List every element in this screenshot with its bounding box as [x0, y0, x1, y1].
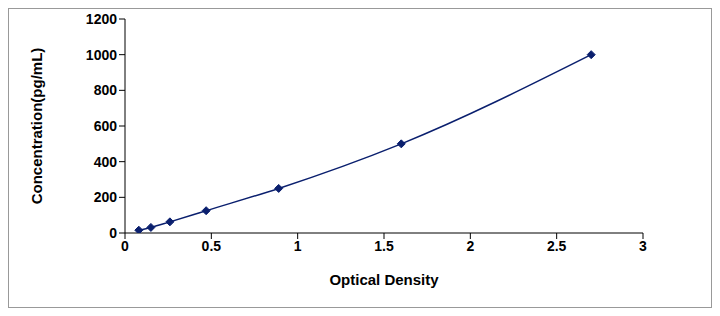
svg-text:0.5: 0.5 — [202, 238, 222, 254]
svg-text:Optical Density: Optical Density — [329, 271, 439, 288]
svg-text:1000: 1000 — [86, 47, 117, 63]
svg-text:1: 1 — [294, 238, 302, 254]
svg-text:800: 800 — [94, 82, 118, 98]
svg-text:2.5: 2.5 — [547, 238, 567, 254]
svg-text:400: 400 — [94, 154, 118, 170]
svg-text:2: 2 — [466, 238, 474, 254]
svg-text:0: 0 — [121, 238, 129, 254]
svg-text:600: 600 — [94, 118, 118, 134]
svg-text:200: 200 — [94, 189, 118, 205]
svg-text:1200: 1200 — [86, 11, 117, 27]
svg-text:Concentration(pg/mL): Concentration(pg/mL) — [28, 48, 45, 205]
svg-text:0: 0 — [109, 225, 117, 241]
svg-text:1.5: 1.5 — [374, 238, 394, 254]
svg-text:3: 3 — [639, 238, 647, 254]
